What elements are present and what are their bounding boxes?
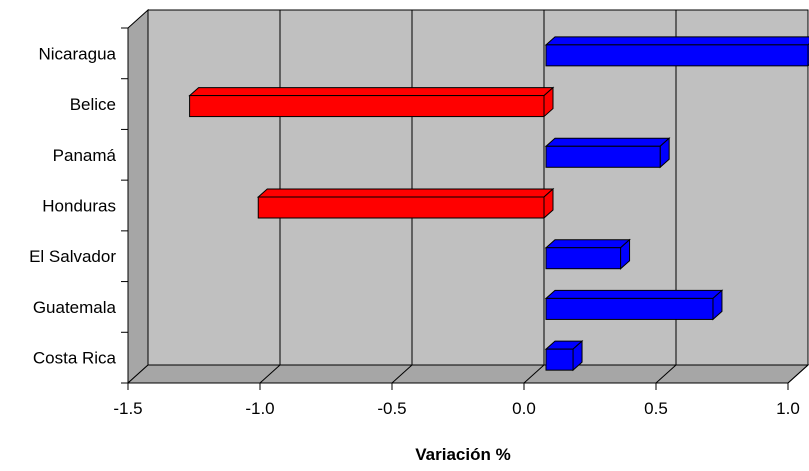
- x-axis: [127, 382, 789, 390]
- x-tick-label: -1.5: [113, 399, 142, 418]
- bar-top: [544, 289, 724, 299]
- plot-area: [121, 8, 809, 390]
- bar: [544, 36, 809, 67]
- bar: [256, 187, 555, 220]
- category-label: Nicaragua: [39, 44, 117, 63]
- bar-front: [545, 297, 714, 320]
- x-tick-labels: -1.5 -1.0 -0.5 0.0 0.5 1.0: [113, 399, 799, 418]
- bar: [544, 340, 584, 372]
- x-tick-label: -1.0: [245, 399, 274, 418]
- bar-front: [257, 196, 545, 219]
- x-tick-label: -0.5: [377, 399, 406, 418]
- bar: [544, 238, 631, 270]
- bar: [544, 137, 671, 169]
- category-label: Belice: [70, 95, 116, 114]
- bars: [188, 36, 809, 372]
- bar-front: [189, 95, 545, 118]
- bar-front: [545, 145, 661, 168]
- category-label: Panamá: [53, 146, 117, 165]
- gridline-floor: [391, 364, 413, 384]
- bar-top: [188, 87, 555, 97]
- x-tick-label: 0.0: [512, 399, 536, 418]
- bar-top: [256, 188, 555, 198]
- bar-top: [544, 239, 631, 249]
- bar: [188, 86, 555, 118]
- category-label: Guatemala: [33, 298, 117, 317]
- bar-front: [545, 247, 622, 270]
- bar: [544, 289, 724, 321]
- gridline-floor: [259, 364, 281, 384]
- bar-front: [545, 348, 574, 371]
- gridline-floor: [523, 364, 545, 384]
- gridline-floor: [787, 364, 809, 384]
- bar-front: [545, 44, 809, 67]
- left-wall: [127, 8, 149, 385]
- category-label: Costa Rica: [33, 349, 117, 368]
- y-axis: [121, 27, 129, 384]
- category-label: El Salvador: [29, 247, 116, 266]
- bar-top: [544, 137, 671, 147]
- x-axis-title: Variación %: [415, 445, 510, 464]
- x-tick-label: 0.5: [644, 399, 668, 418]
- floor: [126, 364, 809, 384]
- gridline-floor: [655, 364, 677, 384]
- x-tick-label: 1.0: [776, 399, 800, 418]
- category-label: Honduras: [42, 197, 116, 216]
- category-labels: Costa Rica Guatemala El Salvador Honduras Pa…: [29, 44, 116, 367]
- bar-top: [544, 36, 809, 46]
